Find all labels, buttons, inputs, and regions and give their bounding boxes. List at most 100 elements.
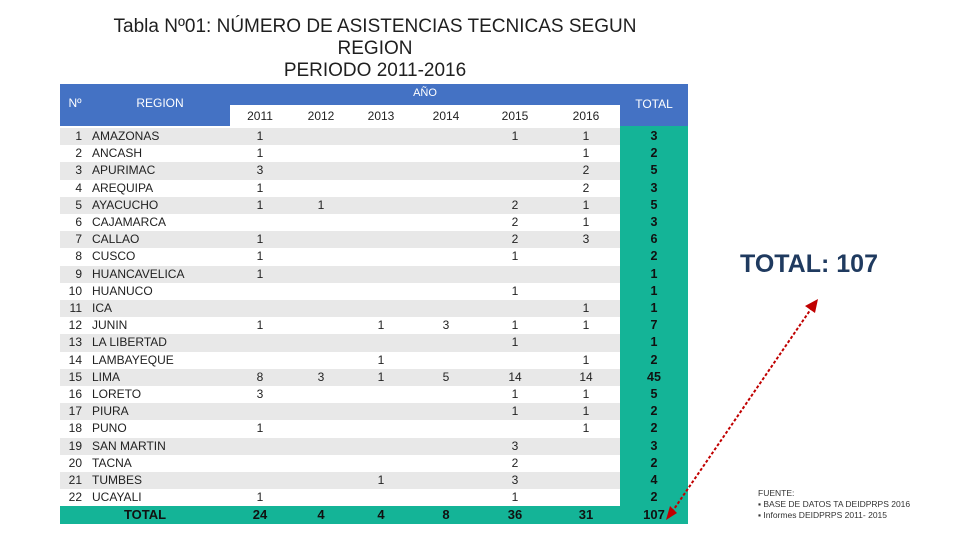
- table-row-band: [60, 231, 620, 249]
- row-region: SAN MARTIN: [92, 438, 166, 453]
- row-value-2012: [301, 266, 341, 283]
- row-number: 21: [68, 473, 82, 487]
- row-value-2014: [426, 300, 466, 317]
- source-label: FUENTE:: [758, 488, 795, 498]
- row-number: 11: [69, 301, 82, 315]
- table-row-band: [60, 128, 620, 146]
- row-total: 5: [650, 163, 658, 178]
- row-value-2014: [426, 386, 466, 403]
- row-region: CUSCO: [92, 249, 136, 264]
- row-total: 7: [650, 318, 658, 333]
- row-value-2011: 1: [256, 266, 264, 281]
- row-value-2013: [361, 403, 401, 420]
- footer-total: 107: [643, 507, 665, 522]
- row-number: 4: [75, 180, 82, 195]
- table-row-band: [60, 162, 620, 180]
- row-value-2013: [361, 420, 401, 437]
- row-value-2012: [301, 455, 341, 472]
- row-value-2011: [240, 438, 280, 455]
- row-total: 1: [650, 283, 658, 298]
- row-value-2016: [566, 489, 606, 506]
- table-row-band: [60, 265, 620, 283]
- row-number: 1: [75, 129, 82, 143]
- row-value-2016: 1: [582, 387, 590, 401]
- row-value-2012: [301, 231, 341, 248]
- row-value-2013: [361, 214, 401, 231]
- row-value-2013: [361, 438, 401, 455]
- row-region: AYACUCHO: [92, 197, 159, 212]
- row-total: 3: [650, 129, 658, 143]
- row-value-2015: 2: [511, 197, 519, 212]
- row-value-2014: [426, 214, 466, 231]
- row-value-2015: [495, 180, 535, 197]
- row-value-2016: [566, 248, 606, 265]
- row-value-2015: [495, 162, 535, 179]
- year-2011: 2011: [247, 109, 273, 123]
- row-total: 3: [650, 438, 658, 453]
- row-value-2011: 1: [256, 490, 264, 505]
- row-value-2016: [566, 472, 606, 489]
- table-row-band: [60, 403, 620, 421]
- footer-row: [60, 506, 688, 524]
- row-region: PIURA: [92, 404, 129, 419]
- row-value-2013: 1: [377, 473, 385, 487]
- row-number: 2: [75, 146, 82, 161]
- row-value-2016: 1: [582, 146, 590, 161]
- row-value-2011: 1: [256, 249, 264, 264]
- year-2015: 2015: [501, 109, 529, 123]
- row-value-2011: 8: [256, 369, 264, 384]
- row-number: 14: [68, 352, 82, 367]
- row-value-2015: 1: [511, 249, 519, 264]
- row-value-2011: [240, 283, 280, 300]
- row-region: ICA: [92, 301, 113, 315]
- row-value-2012: [301, 489, 341, 506]
- row-value-2014: 5: [442, 369, 450, 384]
- row-value-2014: [426, 455, 466, 472]
- row-value-2014: [426, 162, 466, 179]
- year-2013: 2013: [367, 109, 395, 123]
- row-number: 8: [75, 249, 82, 264]
- row-value-2014: [426, 489, 466, 506]
- row-value-2013: [361, 283, 401, 300]
- row-value-2015: 1: [511, 490, 519, 505]
- row-region: LAMBAYEQUE: [92, 352, 174, 367]
- row-number: 17: [68, 404, 82, 419]
- row-value-2016: [566, 334, 606, 351]
- row-total: 3: [650, 215, 658, 229]
- row-value-2015: 2: [511, 215, 519, 229]
- row-value-2015: [495, 300, 535, 317]
- footer-2014: 8: [442, 507, 450, 522]
- row-value-2015: [495, 420, 535, 437]
- row-value-2011: 1: [256, 129, 264, 143]
- row-value-2015: [495, 352, 535, 369]
- row-value-2012: [301, 162, 341, 179]
- row-number: 20: [68, 455, 82, 470]
- row-value-2013: [361, 248, 401, 265]
- row-value-2013: [361, 128, 401, 145]
- row-value-2011: 1: [256, 421, 264, 436]
- row-value-2012: [301, 180, 341, 197]
- row-number: 3: [75, 163, 82, 178]
- row-region: LORETO: [92, 387, 142, 401]
- row-number: 18: [68, 421, 82, 436]
- row-value-2012: [301, 352, 341, 369]
- row-region: AREQUIPA: [92, 180, 154, 195]
- row-total: 6: [650, 232, 658, 247]
- table-title: Tabla Nº01: NÚMERO DE ASISTENCIAS TECNIC…: [60, 16, 690, 82]
- row-region: UCAYALI: [92, 490, 142, 505]
- row-value-2016: 3: [582, 232, 590, 247]
- row-value-2014: [426, 248, 466, 265]
- row-value-2013: 1: [377, 352, 385, 367]
- row-total: 3: [650, 180, 658, 195]
- row-value-2014: [426, 266, 466, 283]
- row-number: 7: [75, 232, 82, 247]
- source-item-1: BASE DE DATOS TA DEIDPRPS 2016: [763, 499, 911, 509]
- row-value-2015: 1: [511, 387, 519, 401]
- row-region: HUANUCO: [92, 283, 153, 298]
- row-region: APURIMAC: [92, 163, 156, 178]
- row-total: 2: [650, 352, 658, 367]
- row-value-2013: [361, 300, 401, 317]
- row-value-2013: [361, 489, 401, 506]
- row-region: HUANCAVELICA: [92, 266, 185, 281]
- row-number: 15: [68, 369, 82, 384]
